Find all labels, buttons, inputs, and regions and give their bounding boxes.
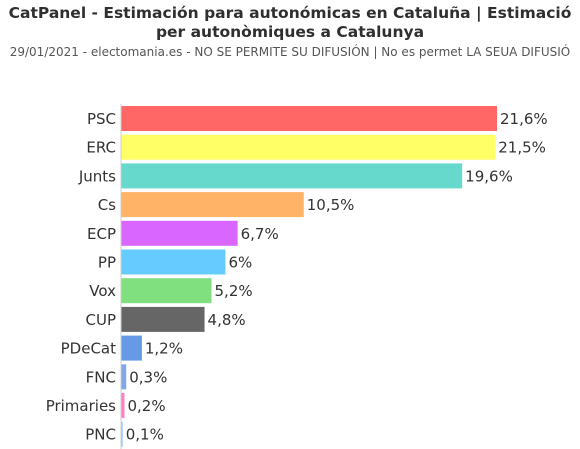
category-label-primaries: Primaries [46,397,116,415]
chart-title: CatPanel - Estimación para autonómicas e… [8,4,572,41]
category-label-erc: ERC [86,139,116,157]
bar-pdecat [121,335,142,361]
bar-cup [121,306,205,332]
category-label-cup: CUP [86,311,117,329]
category-label-junts: Junts [78,167,116,185]
bar-pnc [121,421,123,447]
value-label-ecp: 6,7% [241,225,279,243]
bar-junts [121,163,463,189]
bar-pp [121,249,226,275]
bar-cs [121,192,304,218]
bar-erc [121,134,496,160]
value-label-primaries: 0,2% [127,397,165,415]
chart-subtitle: 29/01/2021 - electomania.es - NO SE PERM… [9,45,571,59]
bar-ecp [121,220,238,246]
category-label-psc: PSC [87,110,116,128]
value-label-pdecat: 1,2% [145,340,183,358]
category-label-pp: PP [98,254,116,272]
category-label-cs: Cs [98,196,116,214]
value-label-pnc: 0,1% [126,426,164,444]
value-label-cs: 10,5% [307,196,355,214]
value-label-junts: 19,6% [465,167,513,185]
bar-primaries [121,393,125,418]
bar-vox [121,278,212,304]
category-label-ecp: ECP [87,225,116,243]
value-label-psc: 21,6% [500,110,548,128]
category-label-pnc: PNC [85,426,116,444]
value-label-cup: 4,8% [208,311,246,329]
value-label-pp: 6% [228,254,252,272]
value-label-fnc: 0,3% [129,368,167,386]
bar-fnc [121,364,127,390]
category-label-vox: Vox [89,282,116,300]
value-label-erc: 21,5% [498,139,546,157]
category-label-fnc: FNC [86,368,116,386]
bar-psc [121,106,497,131]
value-label-vox: 5,2% [215,282,253,300]
category-label-pdecat: PDeCat [61,340,116,358]
